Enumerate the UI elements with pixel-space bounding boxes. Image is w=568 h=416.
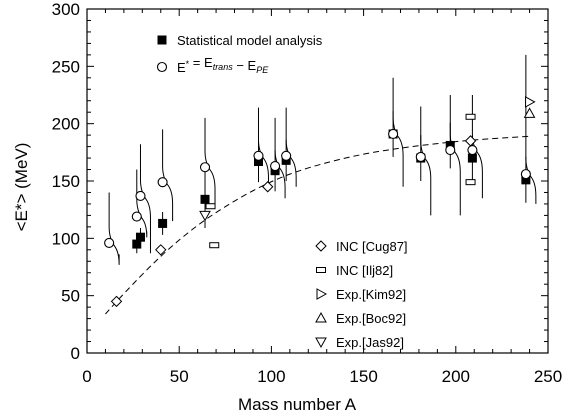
filled-square-marker [135,232,145,242]
legend-label-part: − E [233,58,257,73]
filled-square-marker [132,239,142,249]
y-axis-ticks: 0 50 100 150 200 250 300 [52,0,548,363]
x-axis-ticks: 0 50 100 150 200 250 [82,9,562,386]
legend-label: Exp.[Kim92] [336,287,406,302]
triangle-up-marker [523,107,536,118]
filled-square-marker [467,153,477,163]
triangle-down-marker [199,210,211,222]
legend-marker [316,288,328,300]
filled-square-marker [200,194,210,204]
legend-label: Exp.[Boc92] [336,311,406,326]
y-tick-label: 300 [52,0,80,19]
legend-label-part: * [186,59,190,69]
y-tick-label: 0 [71,344,80,363]
open-circle-marker [388,128,399,140]
open-circle-marker [415,151,426,162]
x-tick-label: 0 [82,367,91,386]
open-circle-marker [445,144,456,156]
plot-frame [86,8,549,354]
legend-label-part: PE [256,65,269,75]
x-tick-label: 250 [534,367,562,386]
x-axis-label: Mass number A [238,395,357,414]
open-circle-marker [270,161,281,172]
open-rect-marker [465,179,476,186]
open-circle-marker [467,144,478,156]
open-circle-marker [253,150,264,161]
legend-bottom: INC [Cug87] INC [Ilj82] Exp.[Kim92] Exp.[Bo… [315,239,408,350]
legend-top: Statistical model analysis E* = Etrans − … [156,33,323,75]
legend-marker [157,35,167,45]
trend-curve [105,135,530,315]
legend-label: Statistical model analysis [177,33,323,48]
open-circle-marker [157,177,168,188]
y-tick-label: 100 [52,229,80,248]
distribution-curve [257,107,269,186]
distribution-curve [108,192,120,265]
open-diamond-marker [464,135,477,147]
legend-marker [315,311,327,323]
legend-label-part: E [177,60,186,75]
axes [86,8,549,354]
open-circle-marker [135,190,146,201]
distribution-curve [162,129,174,222]
legend-marker [316,267,326,273]
y-tick-label: 150 [52,172,80,191]
legend-marker [315,337,327,349]
open-diamond-marker [110,295,123,308]
open-circle-marker [281,150,292,161]
legend-label-part: trans [213,62,234,72]
filled-square-marker [253,157,263,167]
legend-marker [315,240,327,252]
y-tick-label: 200 [52,115,80,134]
open-diamond-marker [262,181,274,193]
legend-label: E* = Etrans − EPE [177,55,269,75]
x-tick-label: 50 [170,367,189,386]
data-markers [104,96,536,308]
open-circle-marker [199,162,211,173]
open-rect-marker [465,113,476,120]
triangle-right-marker [525,96,536,108]
y-tick-label: 50 [61,287,80,306]
y-tick-label: 250 [52,57,80,76]
legend-label: INC [Cug87] [336,239,408,254]
x-tick-label: 150 [349,367,377,386]
open-circle-marker [520,169,531,180]
x-tick-label: 200 [442,367,470,386]
distribution-curve [136,169,148,238]
legend-marker [156,61,168,73]
x-tick-label: 100 [257,367,285,386]
open-diamond-marker [155,244,167,256]
filled-square-marker [521,175,531,185]
open-rect-marker [205,203,216,210]
distribution-curve [449,95,461,216]
legend-label: Exp.[Jas92] [336,335,404,350]
open-circle-marker [104,237,115,248]
dashed-trend-curve [105,135,530,315]
open-rect-marker [209,242,220,249]
distribution-curve [139,144,151,254]
y-axis-label: <E*> (MeV) [12,143,31,232]
open-circle-marker [131,211,142,222]
filled-square-marker [158,218,168,228]
legend-label: INC [Ilj82] [336,263,393,278]
distribution-curve [204,117,216,204]
legend-label-part: = E [189,55,213,70]
